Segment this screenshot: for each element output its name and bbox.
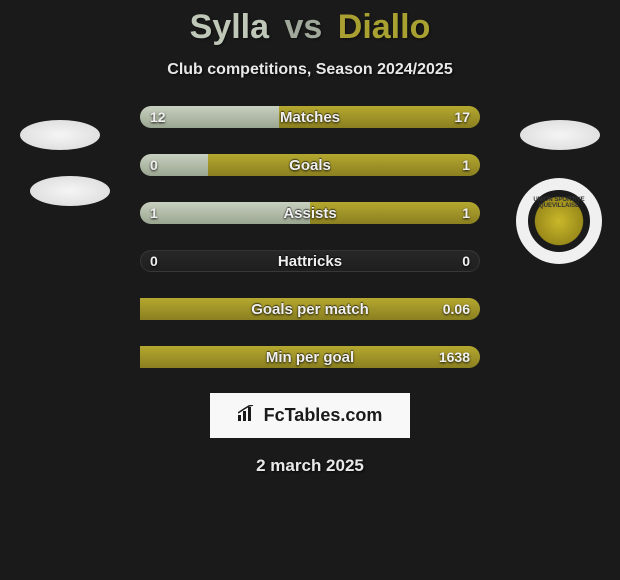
stat-value-right: 17: [454, 109, 470, 125]
stat-value-left: 0: [150, 253, 158, 269]
stat-label: Goals: [140, 157, 480, 174]
brand-footer: FcTables.com: [210, 393, 411, 438]
stat-label: Matches: [140, 109, 480, 126]
vs-text: vs: [284, 8, 322, 46]
stat-value-right: 0.06: [443, 301, 470, 317]
subtitle: Club competitions, Season 2024/2025: [167, 61, 452, 79]
stat-row: Goals0 1: [140, 153, 480, 177]
stat-value-right: 1638: [439, 349, 470, 365]
page-title: Sylla vs Diallo: [190, 8, 431, 47]
stat-value-left: 1: [150, 205, 158, 221]
stat-row: Min per goal1638: [140, 345, 480, 369]
stat-value-right: 1: [462, 157, 470, 173]
stat-value-left: 0: [150, 157, 158, 173]
date-text: 2 march 2025: [256, 456, 364, 476]
brand-text: FcTables.com: [264, 405, 383, 426]
stat-label: Min per goal: [140, 349, 480, 366]
stat-row: Assists1 1: [140, 201, 480, 225]
chart-icon: [238, 405, 258, 426]
stat-label: Assists: [140, 205, 480, 222]
player1-name: Sylla: [190, 8, 269, 46]
stat-row: Hattricks0 0: [140, 249, 480, 273]
stat-value-right: 0: [462, 253, 470, 269]
stat-label: Hattricks: [140, 253, 480, 270]
stat-value-left: 12: [150, 109, 166, 125]
stat-row: Goals per match0.06: [140, 297, 480, 321]
stat-label: Goals per match: [140, 301, 480, 318]
stat-row: Matches12 17: [140, 105, 480, 129]
stat-value-right: 1: [462, 205, 470, 221]
main-container: Sylla vs Diallo Club competitions, Seaso…: [0, 0, 620, 580]
player2-name: Diallo: [338, 8, 431, 46]
stats-area: Matches1217Goals01Assists11Hattricks00Go…: [0, 105, 620, 369]
